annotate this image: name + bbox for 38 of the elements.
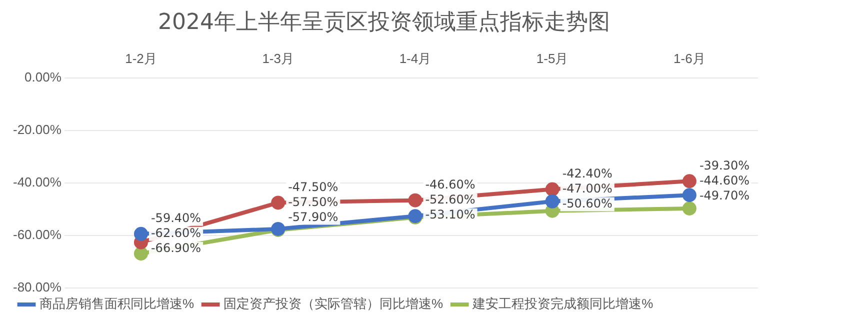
point <box>408 193 422 208</box>
data-label: -46.60% <box>425 177 476 192</box>
data-label: -66.90% <box>150 241 202 256</box>
y-tick-label: 0.00% <box>24 70 62 85</box>
data-label: -47.00% <box>562 181 612 196</box>
data-label: -59.40% <box>150 211 202 226</box>
x-tick-label: 1-4月 <box>399 50 432 66</box>
x-tick-label: 1-6月 <box>674 50 706 66</box>
x-tick-label: 1-2月 <box>125 50 157 66</box>
x-tick-label: 1-5月 <box>536 50 568 66</box>
data-label: -57.50% <box>288 194 338 209</box>
data-label: -49.70% <box>699 188 750 202</box>
point <box>545 194 560 208</box>
data-label: -50.60% <box>562 196 612 210</box>
y-tick-label: -60.00% <box>13 227 62 242</box>
x-tick-label: 1-3月 <box>262 50 294 66</box>
data-label: -39.30% <box>699 158 750 172</box>
point <box>682 188 696 202</box>
data-label: -44.60% <box>699 173 750 188</box>
data-label: -57.90% <box>288 210 338 224</box>
point <box>682 201 696 216</box>
data-label: -42.40% <box>562 166 612 180</box>
y-tick-label: -20.00% <box>13 122 62 138</box>
legend-label: 商品房销售面积同比增速% <box>40 296 194 312</box>
data-label: -52.60% <box>425 192 476 206</box>
point <box>134 226 148 241</box>
y-tick-label: -40.00% <box>13 174 62 190</box>
point <box>682 174 696 188</box>
point <box>545 182 560 196</box>
chart-title: 2024年上半年呈贡区投资领域重点指标走势图 <box>158 10 610 35</box>
legend-label: 建安工程投资完成额同比增速% <box>472 296 654 312</box>
point <box>134 246 148 261</box>
y-tick-label: -80.00% <box>13 280 62 295</box>
data-label: -47.50% <box>288 180 338 194</box>
point <box>271 196 286 210</box>
data-label: -62.60% <box>150 226 202 240</box>
data-label: -53.10% <box>425 207 476 222</box>
legend-label: 固定资产投资（实际管辖）同比增速% <box>224 296 444 312</box>
